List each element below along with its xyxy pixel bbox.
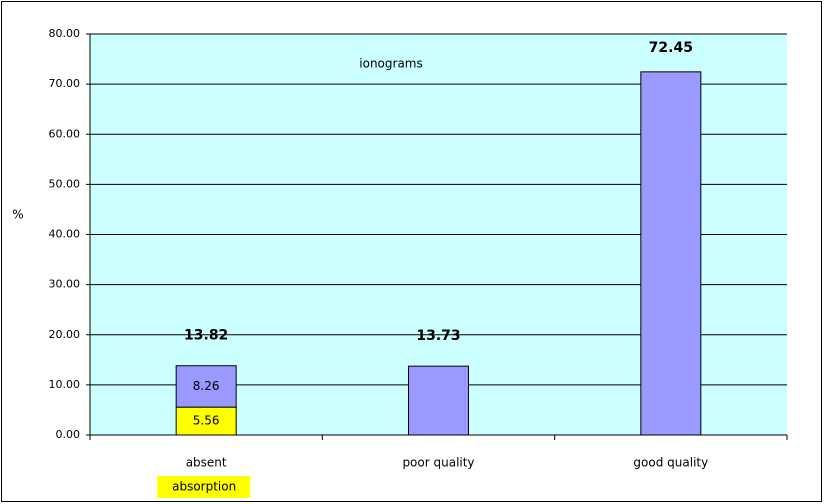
bar-segment: [175, 365, 237, 408]
legend-label: absorption: [172, 480, 236, 494]
total-label: 13.82: [184, 328, 228, 344]
y-tick-label: 0.00: [56, 428, 81, 441]
bar-segment: [175, 406, 237, 436]
segment-label: 5.56: [193, 414, 220, 428]
segment-label: 8.26: [193, 379, 220, 393]
bar-segment: [408, 365, 469, 436]
y-tick-label: 40.00: [49, 228, 81, 241]
bar-segment: [640, 71, 702, 436]
x-tick-label: poor quality: [402, 456, 474, 470]
y-tick-label: 80.00: [49, 27, 81, 40]
y-tick-label: 60.00: [49, 127, 81, 140]
total-label: 13.73: [416, 328, 460, 344]
x-tick-label: absent: [186, 456, 227, 470]
legend-swatch: [157, 476, 251, 498]
total-label: 72.45: [649, 40, 693, 56]
y-tick-label: 70.00: [49, 77, 81, 90]
chart-title: ionograms: [359, 57, 422, 71]
y-tick-label: 20.00: [49, 328, 81, 341]
y-axis-label: %: [12, 208, 23, 222]
y-tick-label: 30.00: [49, 278, 81, 291]
y-tick-label: 10.00: [49, 378, 81, 391]
y-tick-label: 50.00: [49, 177, 81, 190]
x-tick-label: good quality: [633, 456, 708, 470]
